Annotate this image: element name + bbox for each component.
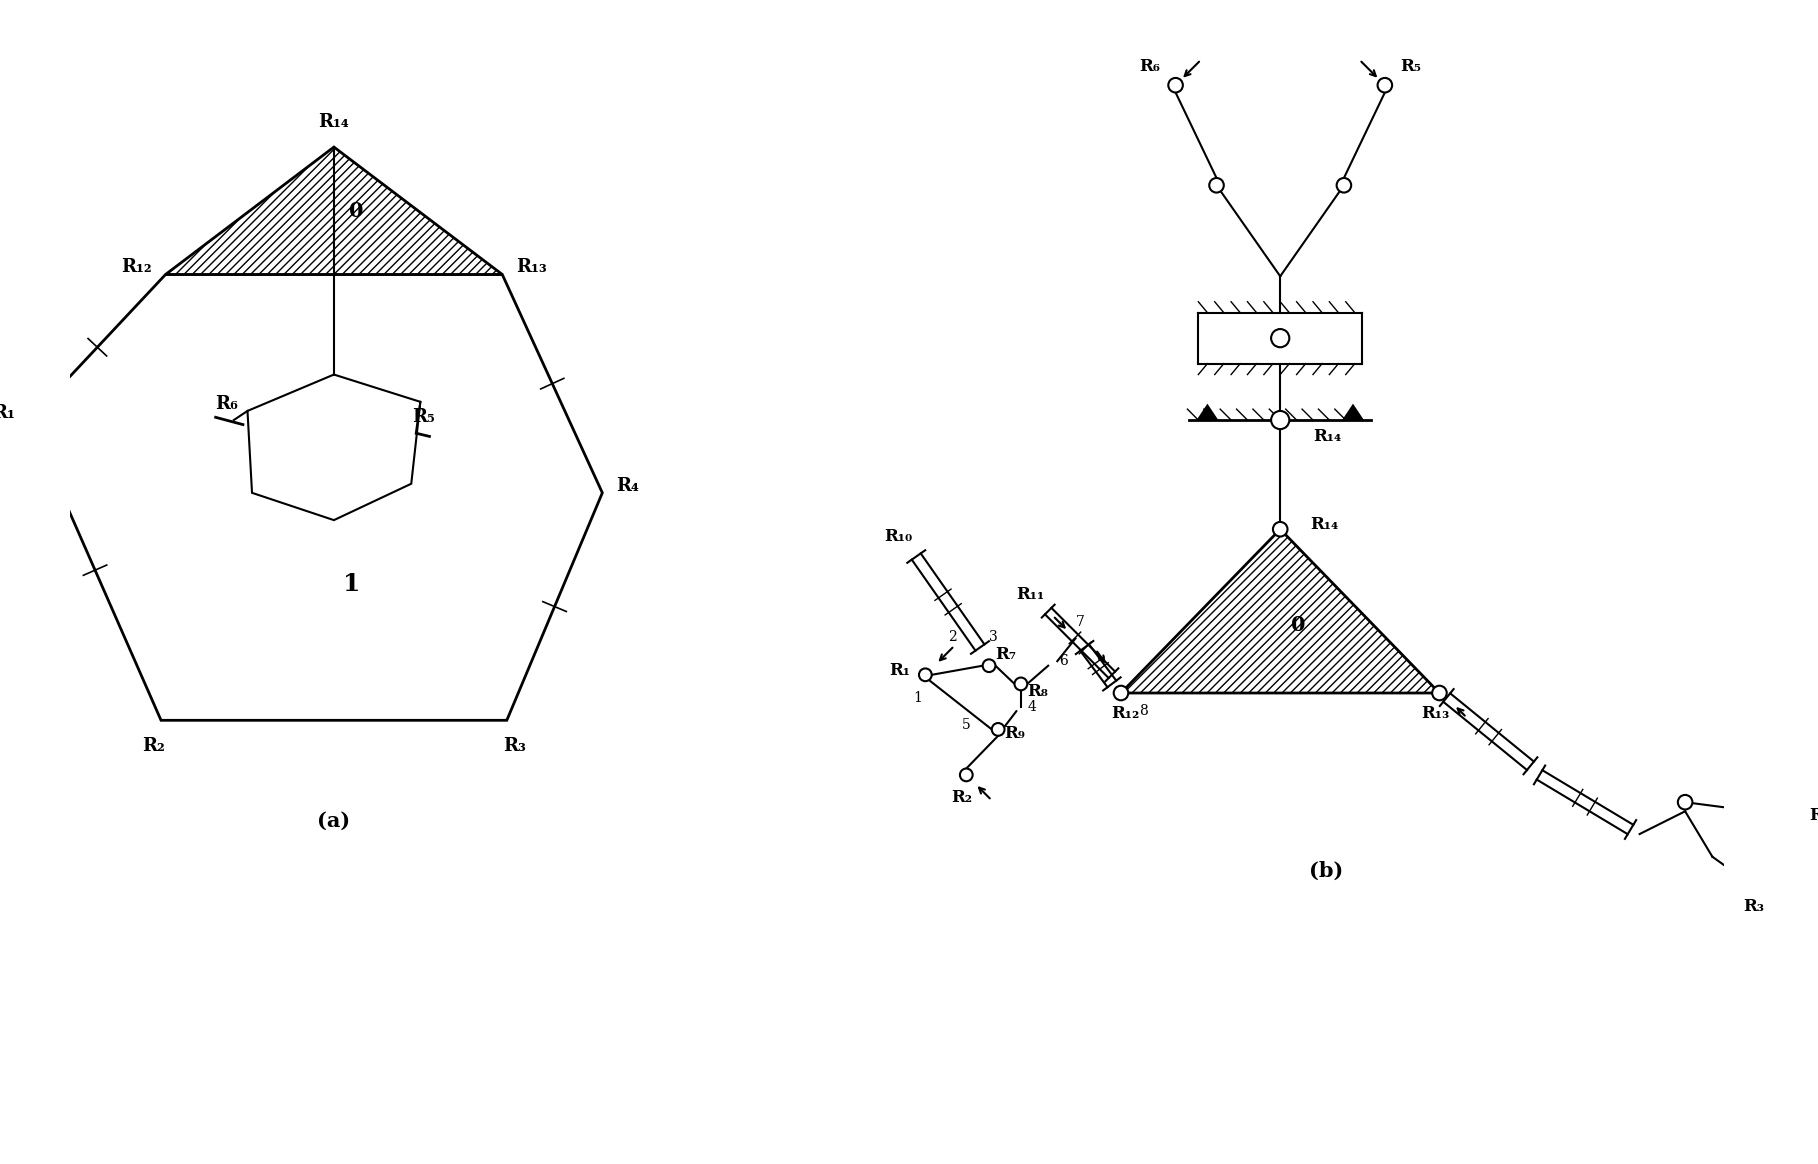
Text: R₁₂: R₁₂ [122, 258, 153, 276]
Text: R₄: R₄ [616, 476, 640, 495]
Circle shape [1273, 521, 1287, 537]
Polygon shape [1196, 404, 1218, 420]
Circle shape [1678, 795, 1693, 809]
Polygon shape [1122, 530, 1440, 693]
Polygon shape [29, 275, 602, 721]
Text: R₁₁: R₁₁ [1016, 587, 1044, 603]
Text: R₁₄: R₁₄ [1309, 516, 1338, 533]
Polygon shape [165, 147, 502, 275]
Text: R₁: R₁ [0, 404, 15, 421]
Text: 1: 1 [914, 690, 922, 704]
Circle shape [960, 768, 973, 781]
Text: R₂: R₂ [951, 789, 973, 807]
Text: R₁₃: R₁₃ [516, 258, 547, 276]
Circle shape [993, 723, 1005, 736]
Circle shape [1378, 78, 1393, 92]
Text: 4: 4 [1027, 700, 1036, 714]
Circle shape [918, 668, 933, 681]
Text: (b): (b) [1309, 860, 1344, 880]
Circle shape [1014, 677, 1027, 690]
Circle shape [1742, 876, 1756, 892]
Circle shape [1433, 686, 1447, 701]
Text: R₁₀: R₁₀ [884, 528, 913, 545]
Circle shape [1209, 178, 1224, 192]
Text: R₁: R₁ [889, 662, 911, 679]
Text: R₅: R₅ [411, 409, 435, 426]
Text: R₃: R₃ [1743, 899, 1763, 915]
Circle shape [1114, 686, 1129, 701]
Text: R₁₄: R₁₄ [318, 113, 349, 130]
Circle shape [984, 659, 996, 672]
Text: R₁₃: R₁₃ [1422, 704, 1449, 722]
Circle shape [1336, 178, 1351, 192]
Circle shape [1271, 329, 1289, 347]
Text: 8: 8 [1140, 704, 1149, 718]
Text: 7: 7 [1076, 615, 1085, 629]
Text: R₁₄: R₁₄ [1313, 428, 1342, 445]
Text: R₆: R₆ [1140, 58, 1160, 76]
Text: 1: 1 [344, 572, 360, 596]
Text: R₄: R₄ [1809, 808, 1818, 824]
Text: 3: 3 [989, 630, 998, 644]
Text: 0: 0 [349, 200, 364, 221]
Circle shape [1271, 411, 1289, 430]
Text: 2: 2 [949, 630, 956, 644]
Polygon shape [247, 375, 420, 520]
Text: R₇: R₇ [994, 646, 1016, 663]
Text: 5: 5 [962, 718, 971, 732]
Circle shape [1787, 814, 1802, 828]
Text: R₉: R₉ [1004, 725, 1025, 743]
Text: R₅: R₅ [1400, 58, 1422, 76]
Text: R₁₂: R₁₂ [1111, 704, 1140, 722]
Text: R₂: R₂ [142, 737, 165, 754]
Circle shape [1169, 78, 1184, 92]
Text: R₆: R₆ [215, 395, 238, 413]
Text: 0: 0 [1291, 615, 1305, 634]
Polygon shape [1342, 404, 1364, 420]
Text: 6: 6 [1060, 654, 1067, 668]
Text: R₈: R₈ [1027, 683, 1047, 700]
Text: (a): (a) [318, 810, 351, 830]
Text: R₃: R₃ [502, 737, 525, 754]
